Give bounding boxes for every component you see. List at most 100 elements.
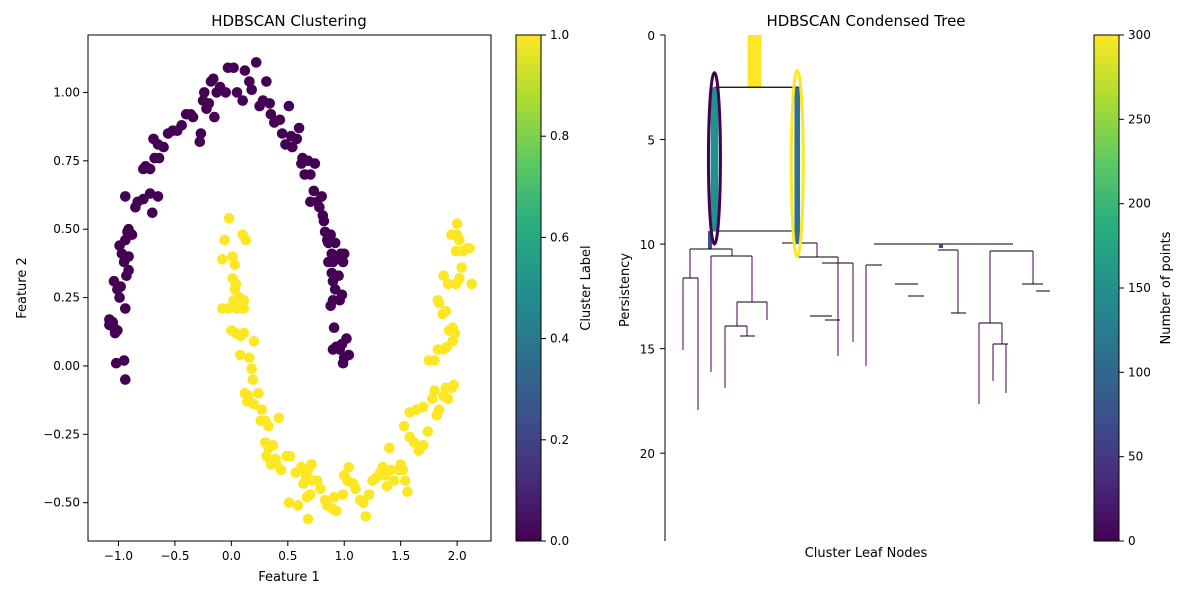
cluster-0-point	[208, 73, 219, 85]
cluster-1-point	[398, 420, 410, 432]
x-tick-label: 2.0	[448, 549, 467, 563]
cluster-1-point	[448, 379, 460, 391]
cluster-1-point	[328, 491, 340, 503]
cluster-0-point	[325, 229, 337, 240]
cluster-1-point	[337, 489, 349, 500]
cluster-0-point	[104, 319, 115, 331]
cluster-1-point	[302, 513, 314, 525]
scatter-y-label: Feature 2	[15, 257, 30, 319]
cluster-1-point	[454, 234, 465, 246]
cluster-0-point	[152, 191, 164, 202]
colorbar-tick-label: 50	[1128, 450, 1143, 464]
cluster-0-point	[287, 141, 298, 153]
x-tick-label: 0.5	[278, 549, 297, 563]
cluster-0-point	[209, 111, 220, 123]
cluster-0-point	[314, 202, 325, 213]
x-tick-label: 1.0	[335, 549, 354, 563]
colorbar-tick-label: 200	[1128, 197, 1151, 211]
cluster-1-point	[238, 295, 250, 306]
y-tick-label: −0.25	[43, 427, 80, 441]
cluster-0-point	[239, 65, 251, 76]
colorbar-tick-label: 0	[1128, 534, 1136, 548]
tree-y-label: Persistency	[618, 253, 633, 327]
cluster-1-point	[350, 483, 361, 495]
cluster-0-point	[112, 325, 123, 336]
points-colorbar-label: Number of points	[1159, 231, 1174, 344]
scatter-axes-frame	[87, 34, 492, 542]
selected-cluster-ellipse	[706, 71, 722, 246]
cluster-0-point	[329, 237, 341, 249]
cluster-0-point	[122, 226, 133, 238]
cluster-1-point	[267, 440, 279, 451]
cluster-1-point	[456, 262, 467, 273]
cluster-1-point	[397, 464, 409, 476]
cluster-0-point	[308, 185, 320, 197]
cluster-1-point	[253, 388, 264, 399]
colorbar-tick-label: 150	[1128, 281, 1151, 295]
tree-y-tick-label: 0	[647, 29, 655, 43]
cluster-1-point	[273, 412, 285, 424]
cluster-1-point	[360, 511, 372, 522]
selected-cluster-ellipse	[789, 69, 805, 259]
colorbar-tick-label: 0.0	[550, 534, 569, 548]
cluster-0-point	[274, 114, 286, 126]
cluster-1-point	[363, 489, 375, 500]
cluster-0-point	[153, 152, 165, 164]
cluster-0-point	[323, 256, 334, 268]
cluster-0-point	[283, 100, 295, 112]
colorbar-tick-label: 0.6	[550, 230, 569, 244]
cluster-label-colorbar: 0.0 0.2 0.4 0.6 0.8 1.0 Cluster Label	[515, 28, 594, 548]
tree-y-tick-label: 15	[640, 343, 655, 357]
cluster-1-point	[464, 243, 475, 254]
cluster-0-point	[276, 128, 288, 139]
cluster-0-point	[120, 303, 131, 314]
colorbar-tick-label: 0.4	[550, 332, 569, 346]
colorbar-tick-label: 1.0	[550, 28, 569, 42]
cluster-1-point	[248, 398, 260, 410]
cluster-1-point	[442, 278, 454, 290]
cluster-colorbar-label: Cluster Label	[579, 245, 594, 330]
cluster-0-point	[176, 120, 187, 131]
cluster-1-point	[292, 500, 304, 511]
cluster-1-point	[227, 251, 238, 262]
points-colorbar-ticks: 0 50 100 150 200 250 300	[1119, 28, 1151, 548]
colorbar-tick-label: 0.2	[550, 433, 569, 447]
y-tick-label: 0.25	[53, 291, 80, 305]
tree-branch-bar	[794, 87, 801, 245]
cluster-1-point	[466, 278, 478, 290]
cluster-1-point	[451, 218, 463, 229]
cluster-1-point	[454, 273, 465, 284]
cluster-1-point	[442, 393, 454, 405]
tree-y-tick-label: 5	[647, 134, 655, 148]
cluster-0-point	[118, 355, 130, 366]
cluster-0-point	[261, 76, 272, 87]
y-tick-label: 0.75	[53, 154, 80, 168]
tree-detail-branches	[682, 230, 1050, 410]
cluster-0-point	[325, 300, 337, 312]
x-tick-label: 0.0	[222, 549, 241, 563]
cluster-1-point	[311, 475, 323, 487]
colorbar-tick-label: 250	[1128, 112, 1151, 126]
cluster-0-point	[187, 111, 199, 123]
cluster-1-point	[238, 327, 250, 339]
cluster-1-point	[284, 450, 296, 462]
cluster-0-point	[120, 191, 131, 202]
cluster-1-point	[447, 336, 458, 347]
cluster-1-point	[217, 253, 228, 265]
cluster-1-point	[229, 284, 241, 295]
cluster-1-point	[429, 385, 440, 396]
cluster-0-point	[246, 84, 257, 95]
cluster-1-point	[432, 295, 444, 306]
tree-x-label: Cluster Leaf Nodes	[805, 546, 928, 561]
cluster-1-point	[440, 305, 452, 317]
colorbar-tick-label: 0.8	[550, 129, 569, 143]
cluster-1-point	[433, 404, 445, 416]
cluster-1-point	[298, 478, 309, 489]
cluster-1-point	[306, 459, 317, 470]
scatter-points	[104, 57, 478, 525]
cluster-1-point	[418, 401, 429, 413]
cluster-1-point	[240, 234, 252, 246]
points-colorbar: 0 50 100 150 200 250 300 Number of points	[1093, 28, 1174, 548]
cluster-0-point	[337, 357, 349, 369]
cluster-1-point	[263, 420, 274, 432]
